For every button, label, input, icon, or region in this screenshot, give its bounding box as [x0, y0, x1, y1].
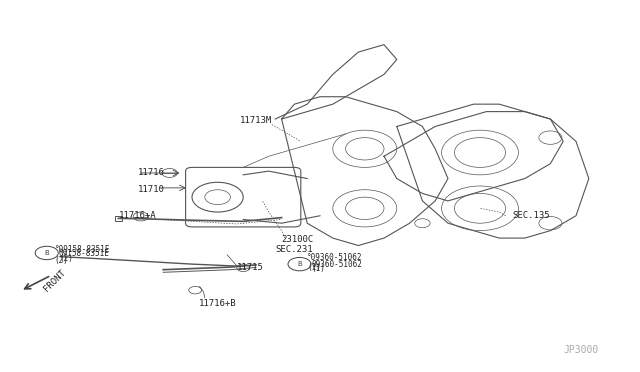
Text: SEC.231: SEC.231 — [275, 245, 313, 254]
Text: °09158-8351E
(2): °09158-8351E (2) — [54, 245, 110, 264]
Text: B: B — [297, 261, 302, 267]
Text: (1): (1) — [312, 264, 326, 273]
Text: B: B — [44, 250, 49, 256]
Circle shape — [189, 286, 202, 294]
Text: 11716: 11716 — [138, 169, 164, 177]
Circle shape — [237, 264, 250, 272]
Circle shape — [162, 169, 177, 177]
Text: 11716+A: 11716+A — [118, 211, 156, 220]
Text: (2): (2) — [59, 254, 73, 263]
Bar — [115, 216, 122, 221]
Text: SEC.135: SEC.135 — [512, 211, 550, 220]
Text: FRONT: FRONT — [42, 268, 67, 294]
Text: 11710: 11710 — [138, 185, 164, 194]
Text: 11715: 11715 — [237, 263, 264, 272]
Text: 23100C: 23100C — [282, 235, 314, 244]
Text: °09360-51062
(1): °09360-51062 (1) — [307, 253, 363, 272]
Text: 11716+B: 11716+B — [198, 299, 236, 308]
Circle shape — [133, 212, 148, 221]
Text: JP3000: JP3000 — [563, 345, 598, 355]
Text: 09360-51062: 09360-51062 — [312, 260, 362, 269]
Text: 11713M: 11713M — [240, 116, 272, 125]
Text: 09158-8351E: 09158-8351E — [59, 249, 109, 258]
